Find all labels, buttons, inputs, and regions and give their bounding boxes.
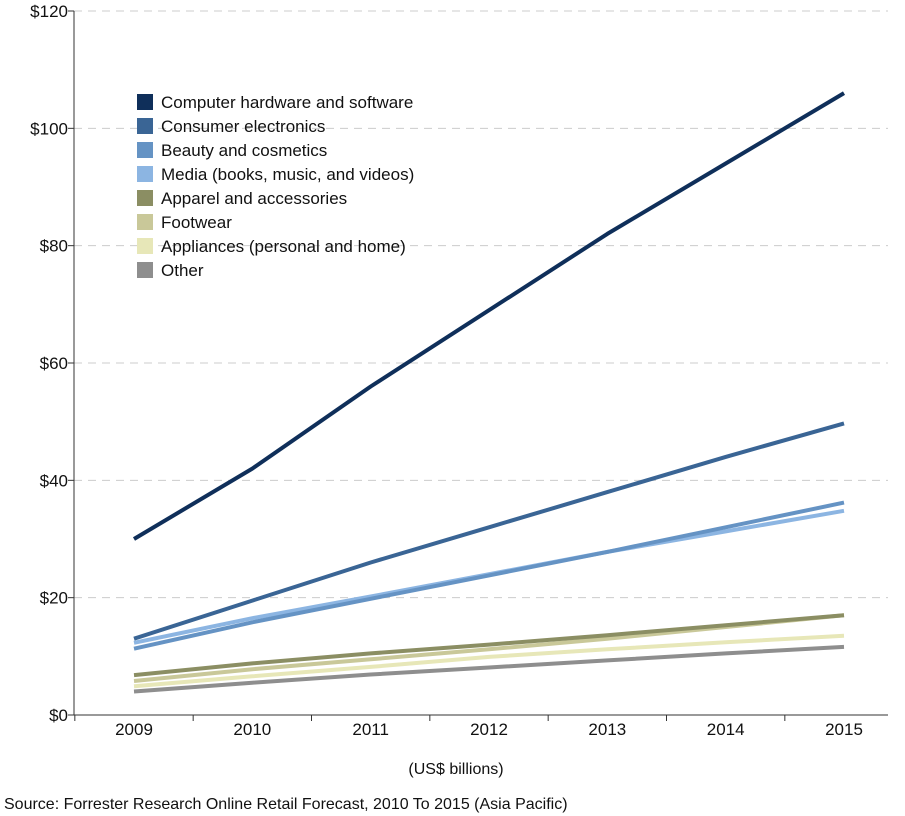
x-tick-label: 2013 [588, 720, 626, 739]
y-tick-label: $120 [30, 2, 68, 21]
x-tick-label: 2012 [470, 720, 508, 739]
axes: $0 $20 $40 $60 $80 $100 $120 2009 2010 2011 2012 20… [30, 2, 888, 739]
series-line [133, 644, 845, 694]
series-line [133, 633, 845, 689]
legend-label: Appliances (personal and home) [161, 237, 406, 256]
series-line [133, 613, 845, 678]
series-line [132, 91, 846, 541]
y-tick-label: $80 [40, 237, 68, 256]
legend-swatch [137, 214, 153, 230]
grid-lines [74, 10, 888, 599]
legend-label: Computer hardware and software [161, 93, 413, 112]
source-note: Source: Forrester Research Online Retail… [4, 796, 568, 813]
legend-swatch [137, 262, 153, 278]
y-tick-label: $20 [40, 589, 68, 608]
series-lines [132, 91, 846, 694]
y-tick-label: $100 [30, 119, 68, 138]
x-tick-label: 2015 [825, 720, 863, 739]
legend-swatch [137, 166, 153, 182]
x-tick-label: 2009 [115, 720, 153, 739]
y-tick-label: $0 [49, 706, 68, 725]
legend-label: Other [161, 261, 204, 280]
legend-label: Footwear [161, 213, 232, 232]
x-tick-label: 2014 [707, 720, 745, 739]
series-line [133, 500, 845, 651]
x-axis-label: (US$ billions) [408, 761, 503, 778]
legend: Computer hardware and software Consumer e… [137, 93, 414, 280]
legend-swatch [137, 238, 153, 254]
x-tick-label: 2011 [352, 720, 389, 739]
legend-label: Beauty and cosmetics [161, 141, 327, 160]
legend-swatch [137, 118, 153, 134]
series-line [133, 421, 845, 641]
legend-swatch [137, 190, 153, 206]
legend-label: Media (books, music, and videos) [161, 165, 414, 184]
y-tick-label: $40 [40, 471, 68, 490]
x-tick-label: 2010 [233, 720, 271, 739]
legend-swatch [137, 142, 153, 158]
legend-swatch [137, 94, 153, 110]
legend-label: Consumer electronics [161, 117, 325, 136]
legend-label: Apparel and accessories [161, 189, 347, 208]
y-tick-label: $60 [40, 354, 68, 373]
